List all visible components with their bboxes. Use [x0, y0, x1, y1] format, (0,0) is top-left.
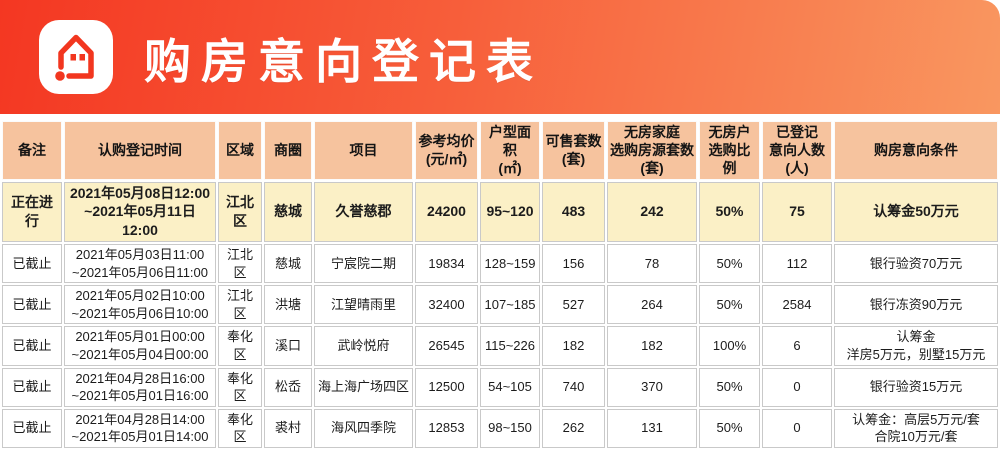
column-header-project: 项目 — [314, 121, 413, 180]
registration-table: 备注 认购登记时间 区域 商圈 项目 参考均价 (元/㎡) 户型面积 (㎡) 可售套数 (套)… — [0, 119, 1000, 450]
cell-nohome-ratio: 50% — [699, 181, 760, 243]
cell-sellable: 483 — [542, 181, 605, 243]
column-header-remark: 备注 — [2, 121, 62, 180]
cell-project: 海上海广场四区 — [314, 367, 413, 407]
cell-nohome-units: 131 — [607, 408, 697, 448]
cell-remark: 正在进行 — [2, 181, 62, 243]
cell-registered: 6 — [762, 326, 832, 366]
table-row: 已截止 2021年04月28日14:00 ~2021年05月01日14:00 奉化区… — [2, 408, 998, 448]
house-icon — [39, 20, 113, 94]
cell-time: 2021年05月08日12:00 ~2021年05月11日12:00 — [64, 181, 216, 243]
cell-time: 2021年05月02日10:00 ~2021年05月06日10:00 — [64, 285, 216, 325]
table-row: 已截止 2021年05月01日00:00 ~2021年05月04日00:00 奉化区… — [2, 326, 998, 366]
cell-size: 128~159 — [480, 244, 540, 284]
cell-district: 奉化区 — [218, 367, 262, 407]
column-header-nohome-ratio: 无房户 选购比例 — [699, 121, 760, 180]
cell-time: 2021年05月03日11:00 ~2021年05月06日11:00 — [64, 244, 216, 284]
column-header-condition: 购房意向条件 — [834, 121, 998, 180]
cell-circle: 松岙 — [264, 367, 312, 407]
cell-district: 奉化区 — [218, 408, 262, 448]
table-header: 备注 认购登记时间 区域 商圈 项目 参考均价 (元/㎡) 户型面积 (㎡) 可售套数 (套)… — [2, 121, 998, 180]
cell-condition: 认筹金 洋房5万元，别墅15万元 — [834, 326, 998, 366]
cell-price: 19834 — [415, 244, 478, 284]
cell-size: 54~105 — [480, 367, 540, 407]
cell-nohome-ratio: 100% — [699, 326, 760, 366]
active-row: 正在进行 2021年05月08日12:00 ~2021年05月11日12:00 江北… — [2, 181, 998, 243]
table-body: 正在进行 2021年05月08日12:00 ~2021年05月11日12:00 江北… — [2, 181, 998, 448]
cell-sellable: 156 — [542, 244, 605, 284]
table-row: 已截止 2021年04月28日16:00 ~2021年05月01日16:00 奉化区… — [2, 367, 998, 407]
cell-nohome-units: 370 — [607, 367, 697, 407]
cell-size: 115~226 — [480, 326, 540, 366]
cell-time: 2021年04月28日14:00 ~2021年05月01日14:00 — [64, 408, 216, 448]
column-header-nohome-units: 无房家庭 选购房源套数 (套) — [607, 121, 697, 180]
cell-nohome-ratio: 50% — [699, 408, 760, 448]
cell-project: 宁宸院二期 — [314, 244, 413, 284]
cell-remark: 已截止 — [2, 408, 62, 448]
cell-time: 2021年04月28日16:00 ~2021年05月01日16:00 — [64, 367, 216, 407]
cell-circle: 慈城 — [264, 244, 312, 284]
column-header-sellable: 可售套数 (套) — [542, 121, 605, 180]
table-row: 已截止 2021年05月02日10:00 ~2021年05月06日10:00 江北区… — [2, 285, 998, 325]
cell-price: 32400 — [415, 285, 478, 325]
cell-condition: 银行冻资90万元 — [834, 285, 998, 325]
cell-project: 海风四季院 — [314, 408, 413, 448]
cell-time: 2021年05月01日00:00 ~2021年05月04日00:00 — [64, 326, 216, 366]
column-header-circle: 商圈 — [264, 121, 312, 180]
cell-condition: 银行验资70万元 — [834, 244, 998, 284]
cell-nohome-ratio: 50% — [699, 367, 760, 407]
cell-size: 95~120 — [480, 181, 540, 243]
cell-circle: 洪塘 — [264, 285, 312, 325]
cell-condition: 认筹金：高层5万元/套 合院10万元/套 — [834, 408, 998, 448]
cell-remark: 已截止 — [2, 326, 62, 366]
cell-registered: 0 — [762, 408, 832, 448]
cell-price: 24200 — [415, 181, 478, 243]
cell-sellable: 182 — [542, 326, 605, 366]
cell-price: 12853 — [415, 408, 478, 448]
cell-nohome-units: 182 — [607, 326, 697, 366]
cell-sellable: 262 — [542, 408, 605, 448]
table-row: 已截止 2021年05月03日11:00 ~2021年05月06日11:00 江北区… — [2, 244, 998, 284]
cell-condition: 认筹金50万元 — [834, 181, 998, 243]
cell-remark: 已截止 — [2, 285, 62, 325]
cell-district: 江北区 — [218, 285, 262, 325]
cell-registered: 112 — [762, 244, 832, 284]
cell-district: 奉化区 — [218, 326, 262, 366]
cell-nohome-units: 78 — [607, 244, 697, 284]
cell-sellable: 527 — [542, 285, 605, 325]
column-header-size: 户型面积 (㎡) — [480, 121, 540, 180]
cell-registered: 75 — [762, 181, 832, 243]
column-header-time: 认购登记时间 — [64, 121, 216, 180]
cell-price: 26545 — [415, 326, 478, 366]
page-title: 购房意向登记表 — [144, 34, 543, 88]
cell-project: 武岭悦府 — [314, 326, 413, 366]
cell-remark: 已截止 — [2, 367, 62, 407]
cell-project: 江望晴雨里 — [314, 285, 413, 325]
column-header-registered: 已登记 意向人数 (人) — [762, 121, 832, 180]
cell-project: 久誉慈郡 — [314, 181, 413, 243]
cell-nohome-units: 242 — [607, 181, 697, 243]
cell-condition: 银行验资15万元 — [834, 367, 998, 407]
cell-registered: 2584 — [762, 285, 832, 325]
cell-nohome-units: 264 — [607, 285, 697, 325]
cell-size: 98~150 — [480, 408, 540, 448]
column-header-district: 区域 — [218, 121, 262, 180]
cell-circle: 裘村 — [264, 408, 312, 448]
cell-nohome-ratio: 50% — [699, 244, 760, 284]
cell-circle: 溪口 — [264, 326, 312, 366]
cell-circle: 慈城 — [264, 181, 312, 243]
banner: 购房意向登记表 — [0, 0, 1000, 114]
table-header-row: 备注 认购登记时间 区域 商圈 项目 参考均价 (元/㎡) 户型面积 (㎡) 可售套数 (套)… — [2, 121, 998, 180]
cell-district: 江北区 — [218, 181, 262, 243]
cell-price: 12500 — [415, 367, 478, 407]
cell-size: 107~185 — [480, 285, 540, 325]
cell-district: 江北区 — [218, 244, 262, 284]
cell-nohome-ratio: 50% — [699, 285, 760, 325]
cell-sellable: 740 — [542, 367, 605, 407]
cell-registered: 0 — [762, 367, 832, 407]
cell-remark: 已截止 — [2, 244, 62, 284]
column-header-price: 参考均价 (元/㎡) — [415, 121, 478, 180]
